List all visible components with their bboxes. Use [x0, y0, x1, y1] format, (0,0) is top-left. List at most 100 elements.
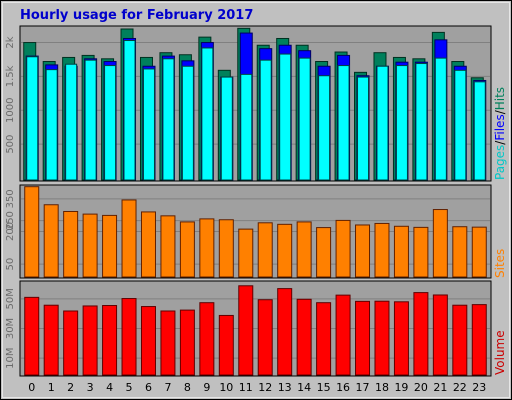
bar-volume-0	[24, 296, 40, 376]
x-tick-label: 10	[219, 381, 233, 394]
svg-text:Pages/Files/Hits: Pages/Files/Hits	[493, 87, 507, 180]
side-label-pages: Pages	[493, 145, 507, 180]
bar-sites-20	[413, 226, 429, 278]
bar-sites-15	[316, 227, 332, 278]
x-tick-label: 6	[145, 381, 152, 394]
x-tick-label: 23	[472, 381, 486, 394]
bar-pages-19	[395, 65, 408, 181]
x-tick-label: 21	[433, 381, 447, 394]
bar-volume-12	[257, 299, 273, 376]
chart-title: Hourly usage for February 2017	[20, 8, 253, 23]
bar-pages-4	[104, 65, 117, 181]
bar-sites-1	[43, 204, 59, 278]
y-tick-label: 10M	[5, 347, 16, 368]
bar-pages-9	[201, 47, 214, 181]
x-tick-label: 17	[356, 381, 370, 394]
side-label-hits: Hits	[493, 87, 507, 110]
x-tick-label: 18	[375, 381, 389, 394]
bar-volume-19	[393, 301, 409, 376]
bar-sites-7	[160, 215, 176, 278]
bar-pages-5	[123, 40, 136, 181]
bar-volume-14	[296, 298, 312, 376]
bar-volume-16	[335, 294, 351, 376]
bar-volume-20	[413, 292, 429, 376]
x-tick-label: 20	[414, 381, 428, 394]
top-panel: 500 1000 1.5k 2k	[5, 25, 492, 182]
bar-pages-18	[376, 65, 389, 181]
bar-sites-22	[452, 226, 468, 278]
x-tick-label: 19	[394, 381, 408, 394]
side-label-sep-1: /	[493, 140, 507, 145]
y-tick-label: 1000	[5, 98, 16, 123]
bar-pages-17	[357, 76, 370, 181]
y-tick-label: 30M	[5, 318, 16, 339]
bar-volume-10	[218, 314, 234, 376]
y-tick-label: 250	[5, 211, 16, 230]
bar-pages-21	[434, 57, 447, 181]
bar-pages-10	[220, 76, 233, 181]
bar-sites-23	[471, 226, 487, 278]
bar-pages-11	[240, 73, 253, 181]
bar-sites-13	[277, 223, 293, 278]
bar-volume-8	[179, 309, 195, 376]
side-label-files: Files	[493, 114, 507, 140]
x-tick-label: 14	[297, 381, 311, 394]
y-tick-label: 50	[5, 258, 16, 271]
bar-sites-8	[179, 221, 195, 278]
x-tick-label: 11	[239, 381, 253, 394]
bar-volume-17	[355, 300, 371, 376]
side-label-sites: Sites	[493, 249, 507, 278]
bar-sites-6	[140, 211, 156, 278]
x-tick-label: 5	[126, 381, 133, 394]
bar-sites-2	[63, 210, 79, 278]
bar-volume-18	[374, 300, 390, 376]
x-tick-label: 12	[258, 381, 272, 394]
bar-volume-1	[43, 304, 59, 376]
x-tick-label: 22	[453, 381, 467, 394]
bottom-side-label: Volume	[493, 330, 507, 375]
bar-pages-7	[162, 58, 175, 181]
y-tick-label: 1.5k	[5, 65, 16, 87]
bar-sites-10	[218, 219, 234, 278]
bar-sites-4	[102, 214, 118, 278]
bar-sites-11	[238, 228, 254, 278]
x-tick-label: 7	[164, 381, 171, 394]
bar-pages-15	[318, 75, 331, 181]
bar-sites-3	[82, 213, 98, 278]
bar-sites-5	[121, 199, 137, 278]
x-tick-label: 13	[278, 381, 292, 394]
middle-side-label: Sites	[493, 249, 507, 278]
bar-sites-9	[199, 218, 215, 278]
bar-volume-9	[199, 302, 215, 376]
bar-volume-6	[140, 306, 156, 376]
bar-pages-12	[259, 59, 272, 181]
x-tick-label: 15	[317, 381, 331, 394]
bar-volume-23	[471, 304, 487, 376]
bar-pages-3	[84, 59, 97, 181]
bar-pages-2	[65, 63, 78, 181]
bar-sites-17	[355, 224, 371, 278]
bar-volume-22	[452, 304, 468, 376]
bottom-panel: 10M 30M 50M	[5, 280, 492, 377]
bar-pages-16	[337, 65, 350, 181]
bar-volume-21	[432, 294, 448, 376]
bar-pages-8	[181, 65, 194, 181]
bar-volume-3	[82, 305, 98, 376]
bar-pages-0	[26, 56, 39, 181]
bar-pages-13	[279, 53, 292, 181]
bar-pages-20	[415, 63, 428, 181]
bar-sites-19	[393, 225, 409, 278]
x-tick-label: 3	[87, 381, 94, 394]
bar-volume-4	[102, 305, 118, 376]
bar-pages-23	[473, 81, 486, 181]
bar-sites-18	[374, 222, 390, 278]
bar-sites-21	[432, 209, 448, 278]
x-tick-label: 9	[203, 381, 210, 394]
bar-volume-11	[238, 285, 254, 376]
y-tick-label: 200	[5, 222, 16, 241]
bar-sites-12	[257, 222, 273, 278]
side-label-sep-2: /	[493, 109, 507, 114]
x-tick-label: 8	[184, 381, 191, 394]
